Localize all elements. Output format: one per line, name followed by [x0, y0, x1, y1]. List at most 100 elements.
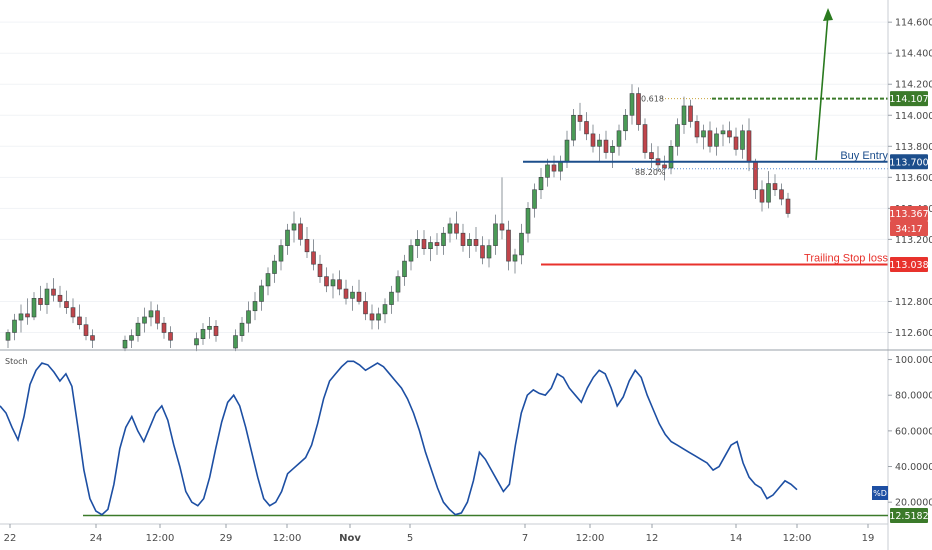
candle-body [363, 301, 368, 315]
candle-body [434, 242, 440, 246]
price-tick-label: 114.000 [895, 111, 932, 122]
candle-body [603, 139, 609, 153]
time-tick-label: 12:00 [273, 533, 302, 544]
stoch-tag-box [890, 508, 928, 524]
price-tick-label: 112.600 [895, 328, 932, 339]
price-tag-label: 113.700 [889, 157, 928, 168]
price-tag [890, 91, 928, 107]
candle-body [233, 335, 238, 349]
candle-body [571, 114, 576, 141]
candle-body [740, 130, 745, 150]
time-tick-label: Nov [339, 533, 361, 544]
candle-body [766, 183, 771, 203]
stoch-level-tag: 12.5182 [889, 508, 929, 524]
candle-body [441, 232, 446, 246]
candle-body [701, 130, 706, 138]
candle-body [519, 232, 524, 256]
candle-body [200, 329, 206, 339]
candle-body [207, 325, 212, 330]
time-tick-label: 12 [646, 533, 659, 544]
candle-body [597, 139, 602, 147]
candle-body [324, 276, 329, 287]
candle-body [499, 223, 505, 231]
candle-body [636, 93, 641, 125]
time-axis[interactable]: 22 24 12:00 29 12:00 Nov 5 7 12:00 12 14 12:00 19 [4, 524, 875, 544]
price-tick-label: 113.800 [895, 142, 932, 153]
candle-body [616, 130, 622, 147]
candle-body [142, 316, 147, 324]
candle-body [285, 229, 290, 246]
price-tick-label: 114.600 [895, 18, 932, 29]
candle-body [447, 223, 453, 234]
candle-body [122, 339, 128, 349]
candle-body [5, 332, 11, 341]
candle-body [311, 251, 316, 265]
candle-body [168, 332, 173, 341]
price-tick-label: 114.400 [895, 49, 932, 60]
price-tag [890, 257, 928, 273]
candle-body [337, 279, 342, 290]
candle-body [720, 130, 726, 135]
candle-body [402, 260, 407, 277]
candle-body [753, 161, 758, 191]
candle-body [265, 273, 271, 287]
candle-body [298, 223, 303, 240]
candle-body [428, 242, 433, 249]
price-tag-label: 114.107 [889, 94, 928, 105]
candle-body [623, 114, 628, 132]
price-tick-label: 114.200 [895, 80, 932, 91]
candle-body [688, 105, 693, 122]
candle-body [421, 239, 427, 249]
time-tick-label: 7 [522, 533, 528, 544]
candle-body [382, 304, 388, 315]
candle-body [714, 133, 719, 147]
candle-body [506, 229, 511, 262]
candle-body [480, 245, 485, 259]
candle-body [512, 254, 518, 262]
time-tick-label: 12:00 [783, 533, 812, 544]
candle-body [389, 291, 394, 305]
candle-body [707, 130, 713, 147]
stoch-tick-label: 60.0000 [895, 426, 932, 437]
trailing-stop-label: Trailing Stop loss [804, 253, 888, 265]
candle-body [161, 322, 167, 333]
candle-body [486, 245, 492, 259]
candle-body [772, 183, 778, 191]
stoch-title: Stoch [5, 357, 28, 366]
candle-body [44, 288, 50, 305]
fib-618-label: 0.618 [641, 95, 664, 104]
fib-882-label: 88.20% [635, 168, 666, 177]
stoch-tick-label: 80.0000 [895, 391, 932, 402]
candle-body [317, 263, 323, 277]
candle-body [584, 121, 589, 135]
candle-body [415, 239, 420, 246]
candle-body [51, 288, 56, 296]
candle-body [259, 285, 264, 302]
buy-entry-label: Buy Entry [840, 150, 888, 162]
stoch-axis[interactable]: 100.0000 80.0000 60.0000 40.0000 20.0000 [888, 355, 932, 509]
price-tag [890, 154, 928, 170]
candle-body [38, 298, 43, 305]
candle-body [57, 294, 63, 302]
candle-body [564, 139, 570, 163]
price-tag-label: 113.367 [889, 209, 928, 220]
candle-body [239, 322, 245, 336]
time-tick-label: 24 [90, 533, 103, 544]
candle-body [642, 124, 648, 153]
candle-body [538, 177, 544, 191]
candle-body [590, 133, 596, 147]
upside-arrow [815, 13, 829, 161]
price-tick-label: 112.800 [895, 297, 932, 308]
candle-body [272, 260, 277, 274]
candle-body [408, 245, 414, 262]
candle-body [454, 223, 459, 234]
candle-body [155, 310, 160, 324]
stoch-tick-label: 40.0000 [895, 462, 932, 473]
candle-body [733, 136, 739, 150]
candles-layer [5, 84, 791, 352]
candle-body [135, 322, 141, 336]
price-tag-label: 113.038 [889, 260, 928, 271]
candle-body [194, 338, 199, 346]
